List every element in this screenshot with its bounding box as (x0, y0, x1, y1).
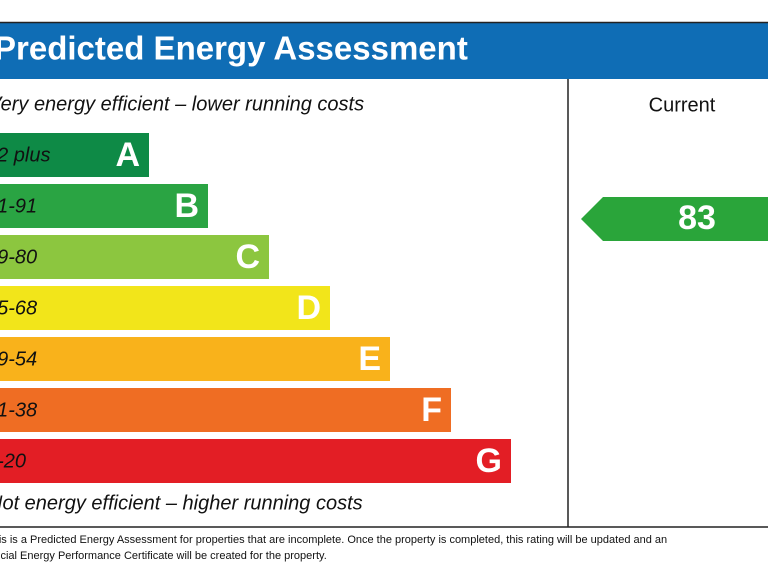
current-label: Current (649, 94, 716, 116)
rating-band (0, 439, 511, 483)
current-value: 83 (678, 199, 716, 237)
top-caption: Very energy efficient – lower running co… (0, 93, 364, 115)
footnote-line: official Energy Performance Certificate … (0, 550, 327, 562)
band-letter: F (421, 391, 442, 429)
rating-band (0, 133, 149, 177)
rating-band (0, 337, 390, 381)
band-letter: G (476, 442, 502, 480)
rating-band (0, 388, 451, 432)
band-range: 81-91 (0, 195, 37, 217)
band-range: 21-38 (0, 399, 37, 421)
band-letter: B (174, 187, 199, 225)
band-letter: D (296, 289, 321, 327)
current-arrow (581, 197, 768, 241)
footnote-line: This is a Predicted Energy Assessment fo… (0, 534, 667, 546)
rating-band (0, 286, 330, 330)
band-letter: E (358, 340, 381, 378)
band-range: 55-68 (0, 297, 37, 319)
band-letter: C (235, 238, 260, 276)
band-range: 39-54 (0, 348, 37, 370)
rating-band (0, 235, 269, 279)
band-letter: A (115, 136, 140, 174)
rating-band (0, 184, 208, 228)
header-band (0, 22, 768, 79)
band-range: 69-80 (0, 246, 37, 268)
bottom-caption: Not energy efficient – higher running co… (0, 492, 363, 514)
band-range: 92 plus (0, 144, 51, 166)
band-range: 1-20 (0, 450, 26, 472)
title: Predicted Energy Assessment (0, 30, 468, 67)
